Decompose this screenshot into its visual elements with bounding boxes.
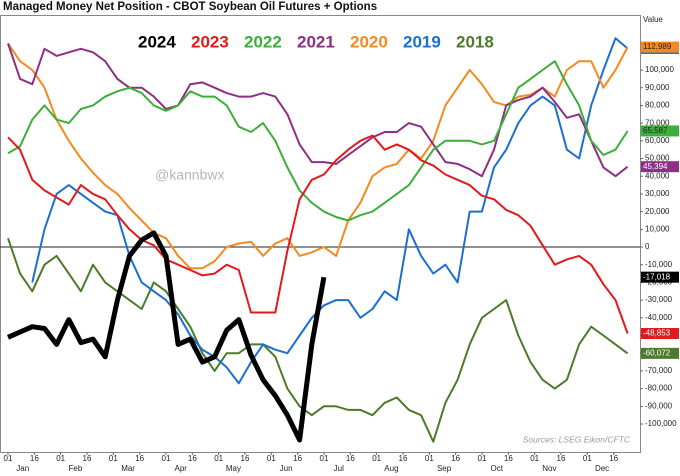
month-label: Sep — [437, 464, 452, 473]
x-tick-label: 01 — [162, 454, 171, 463]
x-tick-label: 01 — [4, 454, 13, 463]
x-tick-label: 01 — [109, 454, 118, 463]
last-value-tag — [641, 161, 679, 173]
y-tick-label: 40,000 — [645, 171, 670, 180]
last-value-label: -48,853 — [643, 329, 671, 338]
y-tick-label: 20,000 — [645, 207, 670, 216]
y-tick-label: 100,000 — [645, 65, 674, 74]
series-line — [7, 43, 629, 178]
y-tick-label: -40,000 — [645, 313, 673, 322]
series-line — [7, 237, 629, 443]
x-tick-label: 01 — [372, 454, 381, 463]
legend-entry: 2021 — [297, 32, 335, 51]
y-tick-label: 50,000 — [645, 154, 670, 163]
x-tick-label: 01 — [583, 454, 592, 463]
series-line — [7, 134, 629, 334]
month-label: Dec — [595, 464, 609, 473]
y-tick-label: -70,000 — [645, 366, 673, 375]
last-value-label: 65,587 — [643, 126, 668, 135]
x-tick-label: 16 — [135, 454, 144, 463]
chart-title: Managed Money Net Position - CBOT Soybea… — [3, 1, 377, 13]
last-value-label: 45,394 — [643, 162, 668, 171]
y-tick-label: -30,000 — [645, 295, 673, 304]
x-tick-label: 16 — [241, 454, 250, 463]
x-tick-label: 16 — [188, 454, 197, 463]
series-line — [6, 230, 327, 443]
month-label: Mar — [121, 464, 135, 473]
legend-entry: 2022 — [244, 32, 282, 51]
series-line — [7, 42, 629, 270]
x-tick-label: 01 — [320, 454, 329, 463]
month-label: Feb — [69, 464, 83, 473]
month-label: Apr — [175, 464, 188, 473]
month-label: Oct — [491, 464, 504, 473]
x-tick-label: 16 — [451, 454, 460, 463]
y-axis-label: Value — [643, 15, 663, 24]
y-tick-label: -10,000 — [645, 260, 673, 269]
x-tick-label: 16 — [609, 454, 618, 463]
x-tick-label: 16 — [346, 454, 355, 463]
plot-frame — [0, 15, 641, 453]
watermark: @kannbwx — [155, 167, 224, 183]
x-tick-label: 16 — [293, 454, 302, 463]
x-tick-label: 01 — [56, 454, 65, 463]
legend-entry: 2020 — [350, 32, 388, 51]
last-value-tag — [641, 125, 679, 137]
last-value-tag — [641, 347, 679, 359]
month-label: Jan — [16, 464, 29, 473]
y-tick-label: 70,000 — [645, 118, 670, 127]
y-tick-label: 30,000 — [645, 189, 670, 198]
y-tick-label: 0 — [645, 242, 650, 251]
y-tick-label: 90,000 — [645, 83, 670, 92]
last-value-label: -17,018 — [643, 272, 671, 281]
x-tick-label: 16 — [504, 454, 513, 463]
series-line — [31, 37, 629, 385]
y-tick-label: 10,000 — [645, 224, 670, 233]
x-tick-label: 16 — [83, 454, 92, 463]
legend-entry: 2023 — [191, 32, 229, 51]
last-value-tag — [641, 328, 679, 340]
x-tick-label: 16 — [557, 454, 566, 463]
last-value-tag — [641, 41, 679, 53]
x-tick-label: 01 — [478, 454, 487, 463]
source-note: Sources: LSEG Eikon/CFTC — [523, 434, 631, 444]
y-tick-label: 60,000 — [645, 136, 670, 145]
legend-entry: 2019 — [403, 32, 441, 51]
x-tick-label: 16 — [30, 454, 39, 463]
y-tick-label: -80,000 — [645, 384, 673, 393]
x-tick-label: 01 — [267, 454, 276, 463]
x-tick-label: 01 — [214, 454, 223, 463]
x-tick-label: 01 — [425, 454, 434, 463]
x-tick-label: 16 — [399, 454, 408, 463]
month-label: Aug — [384, 464, 398, 473]
month-label: May — [226, 464, 241, 473]
y-tick-label: -90,000 — [645, 401, 673, 410]
series-line — [7, 60, 629, 222]
y-tick-label: -100,000 — [645, 419, 677, 428]
month-label: Jun — [280, 464, 293, 473]
month-label: Jul — [334, 464, 344, 473]
x-tick-label: 01 — [530, 454, 539, 463]
legend-entry: 2018 — [456, 32, 494, 51]
month-label: Nov — [542, 464, 556, 473]
y-tick-label: 80,000 — [645, 101, 670, 110]
last-value-tag — [641, 271, 679, 283]
last-value-label: -60,072 — [643, 348, 671, 357]
legend-entry: 2024 — [138, 32, 176, 51]
last-value-label: 112,989 — [643, 42, 672, 51]
